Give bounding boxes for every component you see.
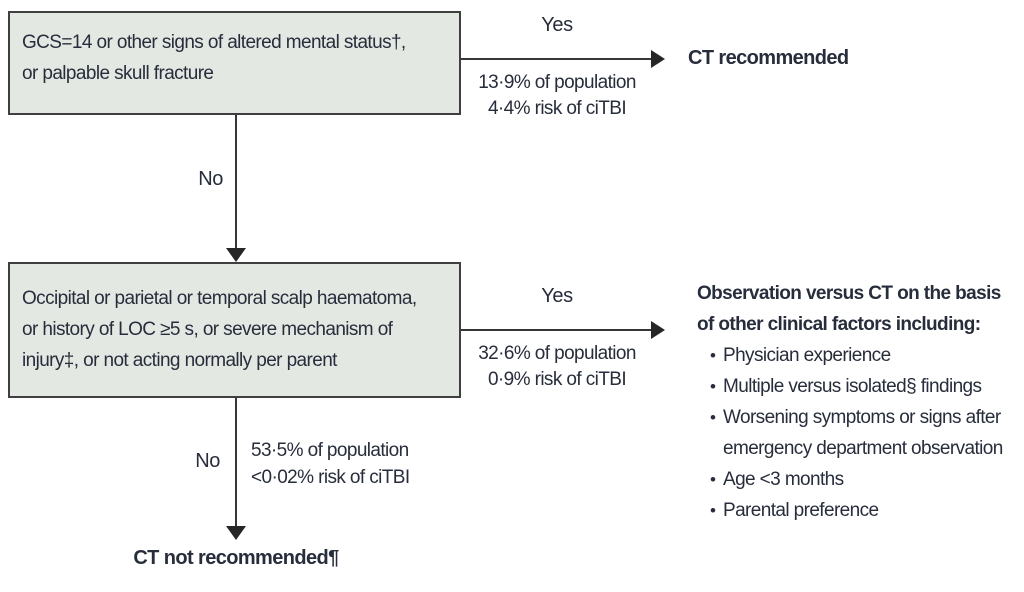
bullet-icon: • — [710, 470, 716, 489]
branch-yes-1-risk: 4·4% risk of ciTBI — [487, 98, 627, 119]
list-item: • Physician experience — [697, 340, 1024, 371]
list-item: • Parental preference — [697, 495, 1024, 526]
bullet-icon: • — [710, 377, 716, 396]
bullet-icon: • — [710, 408, 716, 427]
decision-box-haematoma: Occipital or parietal or temporal scalp … — [8, 262, 461, 398]
bullet-icon: • — [710, 501, 716, 520]
arrow-right-2-shaft — [461, 329, 653, 331]
observation-heading-line-2: of other clinical factors including: — [697, 314, 981, 335]
decision-box-gcs: GCS=14 or other signs of altered mental … — [8, 11, 461, 115]
branch-yes-2-stats: 32·6% of population 0·9% risk of ciTBI — [455, 341, 659, 393]
arrow-down-1-shaft — [235, 115, 237, 249]
arrow-right-1-shaft — [461, 58, 653, 60]
arrow-down-icon — [226, 526, 246, 540]
arrow-right-icon — [651, 321, 665, 339]
arrow-down-icon — [226, 248, 246, 262]
bullet-worsening-line-1: Worsening symptoms or signs after — [723, 407, 1001, 428]
bullet-age: Age <3 months — [723, 469, 844, 490]
outcome-ct-not-recommended: CT not recommended¶ — [133, 547, 339, 569]
outcome-ct-recommended: CT recommended — [688, 47, 849, 69]
branch-yes-1-label: Yes — [541, 14, 573, 36]
bullet-multiple-isolated: Multiple versus isolated§ findings — [723, 376, 982, 397]
decision-box-haematoma-line-2: or history of LOC ≥5 s, or severe mechan… — [22, 319, 393, 340]
decision-box-haematoma-line-1: Occipital or parietal or temporal scalp … — [22, 288, 417, 309]
observation-outcome-block: Observation versus CT on the basis of ot… — [697, 278, 1024, 526]
branch-yes-1-population: 13·9% of population — [478, 72, 636, 93]
branch-no-2-label: No — [195, 450, 220, 472]
arrow-down-2-shaft — [235, 398, 237, 527]
bullet-icon: • — [710, 346, 716, 365]
branch-yes-2-risk: 0·9% risk of ciTBI — [487, 369, 627, 390]
list-item: • Worsening symptoms or signs after emer… — [697, 402, 1024, 464]
branch-yes-1-stats: 13·9% of population 4·4% risk of ciTBI — [455, 70, 659, 122]
branch-yes-2-population: 32·6% of population — [478, 343, 636, 364]
bullet-worsening-line-2: emergency department observation — [723, 438, 1003, 459]
branch-yes-2-label: Yes — [541, 285, 573, 307]
list-item: • Multiple versus isolated§ findings — [697, 371, 1024, 402]
decision-box-gcs-line-2: or palpable skull fracture — [22, 63, 214, 84]
arrow-right-icon — [651, 50, 665, 68]
observation-heading-line-1: Observation versus CT on the basis — [697, 283, 1001, 304]
branch-no-2-stats: 53·5% of population <0·02% risk of ciTBI — [251, 437, 471, 491]
list-item: • Age <3 months — [697, 464, 1024, 495]
branch-no-2-population: 53·5% of population — [251, 440, 409, 461]
decision-box-haematoma-line-3: injury‡, or not acting normally per pare… — [22, 350, 337, 371]
decision-box-gcs-line-1: GCS=14 or other signs of altered mental … — [22, 32, 406, 53]
bullet-parental-preference: Parental preference — [723, 500, 879, 521]
bullet-physician-experience: Physician experience — [723, 345, 891, 366]
branch-no-2-risk: <0·02% risk of ciTBI — [251, 467, 410, 488]
branch-no-1-label: No — [198, 168, 223, 190]
